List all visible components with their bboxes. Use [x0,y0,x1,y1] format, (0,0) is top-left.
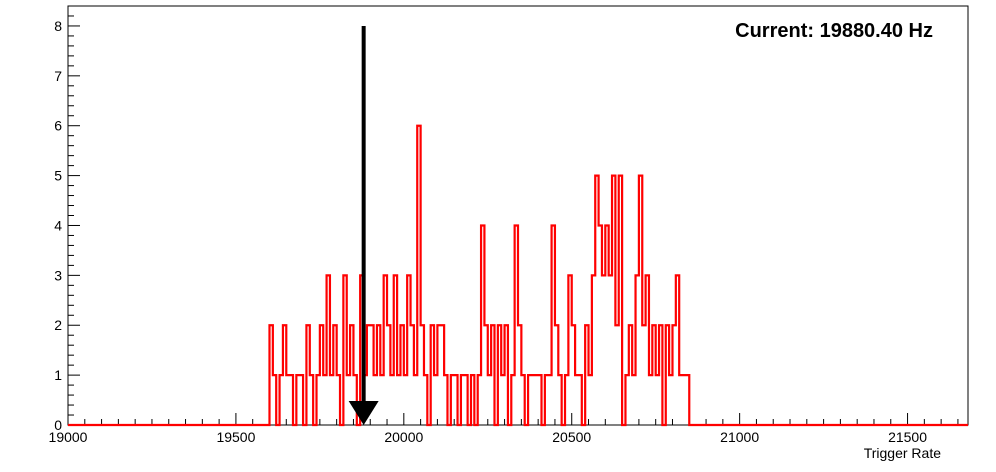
histogram-outline [68,124,968,427]
histogram-bin [374,375,377,425]
histogram-bin [669,375,672,425]
y-tick-label: 6 [54,118,62,134]
histogram-bin [642,325,645,425]
histogram-bin [609,275,612,425]
y-tick-label: 4 [54,217,62,233]
histogram-bin [679,375,682,425]
histogram-bin [323,375,326,425]
histogram-bin [589,375,592,425]
histogram-bin [404,375,407,425]
y-tick-label: 2 [54,317,62,333]
y-tick-label: 3 [54,267,62,283]
histogram-bin [535,375,538,425]
histogram-bin [347,375,350,425]
histogram-bin [390,375,393,425]
x-tick-label: 21500 [888,429,927,445]
histogram-bin [286,375,289,425]
y-tick-label: 8 [54,18,62,34]
histogram-bin [330,375,333,425]
plot-frame [67,5,969,426]
x-tick-label: 19500 [216,429,255,445]
histogram-bin [575,375,578,425]
histogram-bin [548,375,551,425]
y-tick-label: 5 [54,168,62,184]
histogram-bin [632,375,635,425]
histogram-bin [649,375,652,425]
y-axis: 0 1 2 3 4 5 6 7 8 [54,5,80,433]
histogram-bin [501,375,504,425]
x-tick-label: 19000 [49,429,88,445]
x-axis-title: Trigger Rate [864,445,942,461]
histogram-bin [683,375,686,425]
x-tick-label: 20500 [552,429,591,445]
histogram-bin [414,375,417,425]
histogram-bin [656,375,659,425]
y-tick-label: 7 [54,68,62,84]
y-tick-label: 1 [54,367,62,383]
histogram-bin [488,375,491,425]
histogram-bin [615,325,618,425]
histogram-bin [602,275,605,425]
x-axis: 19000 19500 20000 20500 21000 21500 [49,413,959,445]
current-rate-annotation: Current: 19880.40 Hz [735,20,933,42]
x-tick-label: 21000 [720,429,759,445]
histogram-bin [380,375,383,425]
arrow-head-icon [348,401,379,425]
current-rate-marker [348,25,379,425]
histogram-series [68,124,968,427]
y-tick-label: 0 [54,417,62,433]
histogram-bin [531,375,534,425]
x-tick-label: 20000 [384,429,423,445]
histogram-bin [434,375,437,425]
histogram-bin [397,375,400,425]
